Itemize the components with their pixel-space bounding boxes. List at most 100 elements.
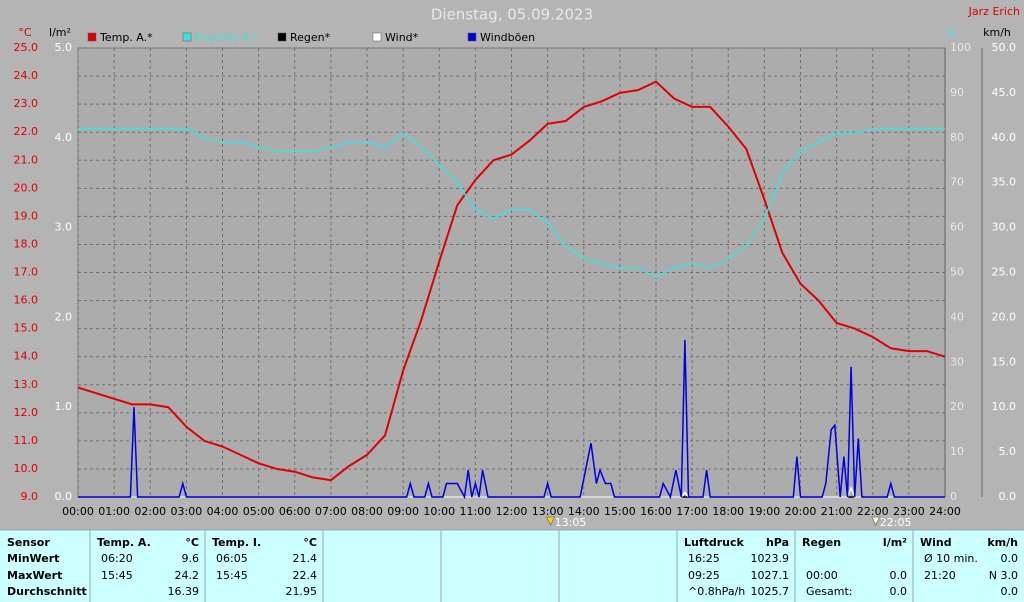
table-dividers [0, 529, 1024, 602]
y-tick-label: 11.0 [14, 434, 39, 447]
x-tick-label: 05:00 [243, 505, 275, 518]
x-tick-label: 18:00 [712, 505, 744, 518]
y-tick-label: 14.0 [14, 350, 39, 363]
table-header: °C [185, 536, 199, 549]
table-header: Temp. A. [97, 536, 151, 549]
table-cell: 0.0 [890, 585, 908, 598]
y2-tick-label: 60 [950, 221, 964, 234]
author: Jarz Erich [968, 5, 1020, 18]
x-tick-label: 16:00 [640, 505, 672, 518]
x-tick-label: 01:00 [98, 505, 130, 518]
table-cell: 00:00 [806, 569, 838, 582]
table-cell: 0.0 [1001, 552, 1019, 565]
y4-tick-label: 45.0 [992, 86, 1017, 99]
y2-tick-label: 10 [950, 445, 964, 458]
table-cell: 1027.1 [751, 569, 790, 582]
legend-swatch [182, 32, 192, 42]
y3-tick-label: 1.0 [55, 400, 73, 413]
y-tick-label: 19.0 [14, 209, 39, 222]
table-cell: 06:20 [101, 552, 133, 565]
table-header: hPa [766, 536, 789, 549]
x-tick-label: 11:00 [460, 505, 492, 518]
y3-unit: l/m² [49, 26, 71, 39]
x-tick-label: 06:00 [279, 505, 311, 518]
series-line [78, 128, 945, 278]
table-cell: MinWert [7, 552, 59, 565]
y2-tick-label: 80 [950, 131, 964, 144]
x-tick-label: 14:00 [568, 505, 600, 518]
x-tick-label: 09:00 [387, 505, 419, 518]
table-cell: 0.0 [890, 569, 908, 582]
y-tick-label: 18.0 [14, 237, 39, 250]
y2-tick-label: 90 [950, 86, 964, 99]
x-tick-label: 13:00 [532, 505, 564, 518]
table-cell: 0.0 [1001, 585, 1019, 598]
x-tick-label: 19:00 [749, 505, 781, 518]
y4-tick-label: 35.0 [992, 176, 1017, 189]
table-cell: 16.39 [168, 585, 200, 598]
series-line [78, 339, 945, 500]
table-header: °C [303, 536, 317, 549]
legend-swatch [277, 32, 287, 42]
y4-tick-label: 20.0 [992, 310, 1017, 323]
annotation-label: 22:05 [880, 516, 912, 529]
table-cell: 21.95 [286, 585, 318, 598]
y-tick-label: 22.0 [14, 125, 39, 138]
y3-tick-label: 4.0 [55, 131, 73, 144]
table-cell: 1023.9 [751, 552, 790, 565]
y3-tick-label: 2.0 [55, 310, 73, 323]
y-tick-label: 16.0 [14, 294, 39, 307]
y4-tick-label: 25.0 [992, 266, 1017, 279]
table-cell: Durchschnitt [7, 585, 87, 598]
x-tick-label: 24:00 [929, 505, 961, 518]
y4-tick-label: 40.0 [992, 131, 1017, 144]
legend-label: Windböen [480, 31, 535, 44]
x-tick-label: 08:00 [351, 505, 383, 518]
y2-tick-label: 30 [950, 355, 964, 368]
y-tick-label: 25.0 [14, 41, 39, 54]
x-tick-label: 21:00 [821, 505, 853, 518]
table-header: km/h [987, 536, 1018, 549]
x-tick-label: 23:00 [893, 505, 925, 518]
series-line [77, 80, 946, 482]
table-cell: ^0.8hPa/h [688, 585, 745, 598]
table-cell: N 3.0 [989, 569, 1018, 582]
table-header: Regen [802, 536, 841, 549]
y3-tick-label: 3.0 [55, 221, 73, 234]
x-tick-label: 03:00 [171, 505, 203, 518]
y4-tick-label: 30.0 [992, 221, 1017, 234]
y-tick-label: 20.0 [14, 181, 39, 194]
y-tick-label: 21.0 [14, 153, 39, 166]
annotation-icon [545, 516, 556, 527]
y2-tick-label: 40 [950, 310, 964, 323]
table-cell: Ø 10 min. [924, 552, 978, 565]
x-tick-label: 00:00 [62, 505, 94, 518]
y3-tick-label: 5.0 [55, 41, 73, 54]
table: Sensor MinWert MaxWert Durchschnitt Temp. A.… [7, 536, 1018, 598]
y4-tick-label: 50.0 [992, 41, 1017, 54]
y-tick-label: 12.0 [14, 406, 39, 419]
table-cell: Gesamt: [806, 585, 853, 598]
y4-tick-label: 0.0 [999, 490, 1017, 503]
table-header: l/m² [883, 536, 907, 549]
x-tick-label: 07:00 [315, 505, 347, 518]
y-tick-label: 13.0 [14, 378, 39, 391]
x-tick-label: 17:00 [676, 505, 708, 518]
x-tick-label: 22:00 [857, 505, 889, 518]
annotation-icon [870, 516, 881, 527]
table-background [0, 530, 1024, 602]
y-tick-label: 24.0 [14, 69, 39, 82]
y2-tick-label: 20 [950, 400, 964, 413]
x-tick-label: 04:00 [207, 505, 239, 518]
y-tick-label: 9.0 [21, 490, 39, 503]
table-cell: 06:05 [216, 552, 248, 565]
y2-unit: % [946, 26, 956, 39]
table-cell: MaxWert [7, 569, 62, 582]
y3-tick-label: 0.0 [55, 490, 73, 503]
legend-label: Feuchte A.* [195, 31, 259, 44]
y-tick-label: 10.0 [14, 462, 39, 475]
table-cell: 16:25 [688, 552, 720, 565]
x-tick-label: 10:00 [423, 505, 455, 518]
table-cell: 21.4 [293, 552, 318, 565]
